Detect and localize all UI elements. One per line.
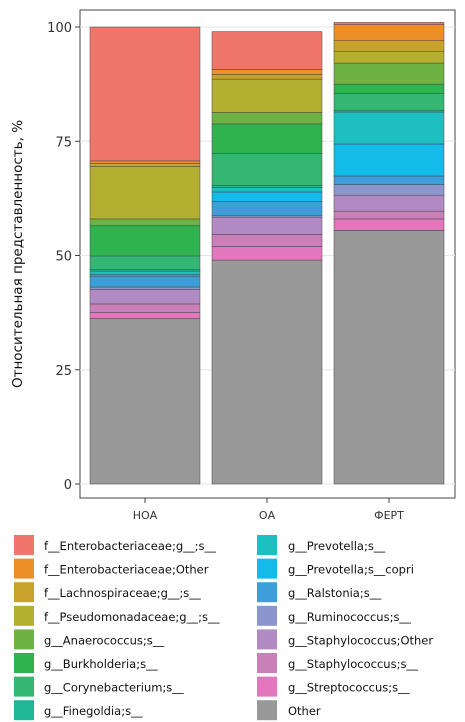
bar-segment xyxy=(211,185,323,188)
legend-label: g__Streptococcus;s__ xyxy=(288,681,410,695)
legend-swatch xyxy=(14,582,34,603)
bar-segment xyxy=(89,218,201,227)
legend-label: f__Lachnospiraceae;g__;s__ xyxy=(44,586,201,600)
bar-segment xyxy=(333,24,445,41)
bars xyxy=(89,22,445,485)
bar-segment xyxy=(89,270,201,275)
legend-label: g__Finegoldia;s__ xyxy=(44,704,143,718)
y-tick-label: 50 xyxy=(55,250,72,265)
y-tick-label: 100 xyxy=(47,21,72,36)
bar-segment xyxy=(89,303,201,313)
legend-swatch xyxy=(257,605,277,626)
legend-label: Other xyxy=(288,704,321,718)
x-tick-label: НОА xyxy=(133,509,158,522)
bar-segment xyxy=(333,111,445,145)
bar-segment xyxy=(89,286,201,290)
bar-segment xyxy=(211,69,323,75)
bar-segment xyxy=(89,26,201,162)
legend-swatch xyxy=(14,700,34,721)
x-tick-label: ОА xyxy=(259,509,276,522)
legend-swatch xyxy=(14,558,34,579)
legend-label: g__Staphylococcus;Other xyxy=(288,633,433,647)
bar-segment xyxy=(211,191,323,202)
legend-swatch xyxy=(14,629,34,650)
bar-segment xyxy=(211,112,323,125)
bar-segment xyxy=(333,143,445,177)
legend-label: g__Prevotella;s__copri xyxy=(288,563,414,577)
bar-segment xyxy=(211,153,323,186)
legend-label: f__Pseudomonadaceae;g__;s__ xyxy=(44,610,220,624)
legend: f__Enterobacteriaceae;g__;s__ f__Enteroba… xyxy=(14,535,433,721)
bar-segment xyxy=(89,289,201,305)
bar-segment xyxy=(211,187,323,193)
bar-segment xyxy=(211,215,323,218)
y-tick-label: 0 xyxy=(64,478,72,493)
legend-label: f__Enterobacteriaceae;Other xyxy=(44,563,209,577)
x-axis: НОА ОА ФЕРТ xyxy=(133,498,404,522)
y-axis-label: Относительная представленность, % xyxy=(10,120,26,388)
bar-segment xyxy=(211,216,323,235)
y-tick-label: 25 xyxy=(55,364,72,379)
legend-label: g__Anaerococcus;s__ xyxy=(44,633,164,647)
bar-segment xyxy=(211,201,323,216)
legend-swatch xyxy=(257,700,277,721)
legend-swatch xyxy=(257,582,277,603)
legend-label: g__Ruminococcus;s__ xyxy=(288,610,411,624)
legend-label: g__Prevotella;s__ xyxy=(288,539,386,553)
legend-label: g__Ralstonia;s__ xyxy=(288,586,381,600)
bar-segment xyxy=(211,234,323,247)
bar-segment xyxy=(89,312,201,319)
legend-swatch xyxy=(257,535,277,555)
bar-segment xyxy=(333,218,445,231)
legend-swatch xyxy=(14,605,34,626)
bar-segment xyxy=(333,22,445,25)
legend-swatch xyxy=(14,676,34,697)
bar-segment xyxy=(333,210,445,220)
bar-segment xyxy=(89,318,201,485)
bar-segment xyxy=(333,40,445,52)
bar-segment xyxy=(89,225,201,257)
bar-segment xyxy=(333,175,445,185)
bar-segment xyxy=(211,31,323,70)
bar-segment xyxy=(89,275,201,288)
y-axis: 0 25 50 75 100 xyxy=(47,21,80,493)
bar-segment xyxy=(211,74,323,80)
legend-swatch xyxy=(257,676,277,697)
bar-segment xyxy=(333,184,445,196)
bar-segment xyxy=(333,109,445,113)
bar-segment xyxy=(211,259,323,485)
bar-segment xyxy=(333,50,445,64)
legend-label: f__Enterobacteriaceae;g__;s__ xyxy=(44,539,216,553)
legend-swatch xyxy=(257,558,277,579)
bar-segment xyxy=(89,160,201,164)
bar-segment xyxy=(89,163,201,167)
bar-segment xyxy=(333,194,445,212)
legend-label: g__Staphylococcus;s__ xyxy=(288,657,418,671)
bar-segment xyxy=(211,123,323,154)
y-tick-label: 75 xyxy=(55,135,72,150)
bar-segment xyxy=(333,62,445,85)
bar-segment xyxy=(89,255,201,270)
bar-segment xyxy=(333,83,445,94)
bar-segment xyxy=(211,246,323,261)
legend-label: g__Corynebacterium;s__ xyxy=(44,681,184,695)
bar-segment xyxy=(333,230,445,485)
bar-segment xyxy=(89,166,201,220)
bar-segment xyxy=(211,78,323,113)
legend-swatch xyxy=(257,653,277,673)
x-tick-label: ФЕРТ xyxy=(374,509,404,522)
legend-swatch xyxy=(14,535,34,555)
legend-label: g__Burkholderia;s__ xyxy=(44,657,158,671)
legend-swatch xyxy=(14,653,34,673)
bar-segment xyxy=(333,93,445,111)
legend-swatch xyxy=(257,629,277,650)
